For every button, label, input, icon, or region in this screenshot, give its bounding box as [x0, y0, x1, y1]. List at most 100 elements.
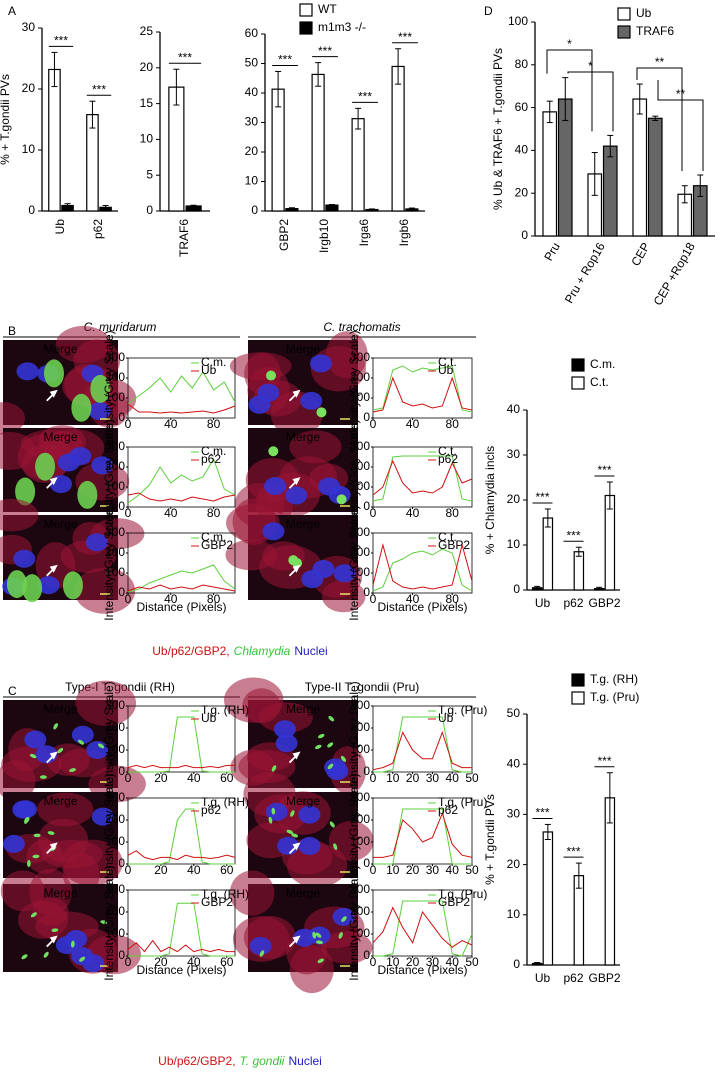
y-tick-label: 0 — [118, 948, 125, 962]
significance-bracket — [636, 67, 683, 172]
nucleus — [88, 402, 111, 421]
x-tick-label: 0 — [125, 955, 132, 969]
significance-bracket — [567, 71, 614, 132]
y-tick-label: 40 — [245, 85, 259, 99]
inclusion — [71, 393, 92, 422]
bar — [351, 118, 365, 212]
y-tick-label: 0 — [363, 764, 370, 778]
error-bar — [51, 51, 58, 88]
y-axis-label: % + T.gondii PVs — [0, 74, 12, 165]
profile-line — [127, 850, 236, 861]
caption-part: Ub/p62/GBP2, — [158, 1054, 235, 1068]
plot-frame — [127, 357, 236, 419]
x-tick-label: Pru — [541, 240, 562, 263]
plot-frame — [127, 705, 236, 773]
y-tick-label: 30 — [507, 447, 521, 461]
x-tick-label: 20 — [154, 771, 168, 785]
merge-label: Merge — [43, 794, 77, 808]
micrograph: Merge — [0, 680, 146, 803]
error-bar — [596, 586, 603, 591]
legend-label: T.g. (Pru) — [590, 690, 639, 704]
x-tick-label: 10 — [386, 955, 400, 969]
legend-label: T.g. (RH) — [590, 672, 638, 686]
y-tick-label: 10 — [140, 132, 154, 146]
y-tick-label: 200 — [350, 459, 370, 473]
arrow-head — [292, 751, 301, 760]
inclusion — [268, 446, 279, 457]
error-bar — [591, 152, 598, 196]
column-header: Type-II T. gondii (Pru) — [305, 680, 420, 694]
legend-label: C.m. — [201, 355, 226, 369]
y-axis-label: Intensity (Grey Scale) — [347, 681, 361, 796]
legend-swatch — [571, 691, 585, 705]
x-tick-label: 80 — [446, 506, 460, 520]
y-tick-label: 300 — [350, 790, 370, 804]
legend-swatch — [299, 21, 313, 35]
cell-stain — [328, 820, 374, 861]
inclusion — [90, 374, 111, 403]
nucleus — [35, 745, 58, 764]
merge-label: Merge — [43, 517, 77, 531]
legend-label: C.m. — [201, 530, 226, 544]
error-bar — [190, 204, 197, 208]
cell-stain — [75, 680, 137, 726]
micrograph: Merge — [225, 498, 366, 613]
parasite — [329, 821, 335, 828]
inclusion — [22, 574, 43, 603]
cell-stain — [289, 430, 342, 464]
y-tick-label: 0 — [118, 856, 125, 870]
y-tick-label: 20 — [507, 492, 521, 506]
x-tick-label: 30 — [426, 863, 440, 877]
y-tick-label: 0 — [363, 410, 370, 424]
plot-frame — [372, 797, 473, 865]
y-tick-label: 300 — [350, 882, 370, 896]
nucleus — [85, 533, 108, 552]
parasite — [47, 831, 55, 835]
legend-swatch — [571, 673, 585, 687]
profile-line — [373, 808, 472, 865]
y-tick-label: 40 — [507, 402, 521, 416]
arrow-head — [292, 477, 301, 486]
micrograph: Merge — [0, 425, 130, 512]
caption-part: T. gondii — [240, 1054, 285, 1068]
x-axis-label: Distance (Pixels) — [377, 600, 467, 614]
profile-line — [127, 403, 236, 414]
parasite — [69, 768, 76, 773]
x-tick-label: 40 — [446, 863, 460, 877]
parasite — [70, 940, 75, 948]
parasite — [57, 747, 64, 754]
significance-label: *** — [54, 34, 68, 48]
profile-line — [128, 716, 235, 773]
significance-bracket — [657, 80, 704, 172]
y-tick-label: 300 — [105, 439, 125, 453]
legend-label: C.t. — [438, 444, 457, 458]
x-tick-label: Irgb10 — [317, 219, 331, 253]
y-axis-label: Intensity (Grey Scale) — [102, 681, 116, 796]
inclusion — [266, 370, 277, 381]
significance-label: *** — [535, 806, 549, 820]
parasite — [338, 932, 343, 939]
y-axis-label: % Ub & TRAF6 + T.gondii PVs — [491, 48, 505, 210]
y-tick-label: 100 — [105, 390, 125, 404]
cell-stain — [41, 839, 103, 869]
nucleus — [249, 936, 272, 955]
x-tick-label: 20 — [154, 955, 168, 969]
profile-line — [372, 365, 473, 413]
profile-line — [372, 543, 473, 590]
y-tick-label: 100 — [105, 565, 125, 579]
y-tick-label: 20 — [140, 60, 154, 74]
error-bar — [275, 70, 282, 108]
nucleus — [300, 391, 323, 410]
plot-frame — [127, 797, 236, 865]
arrow-head — [292, 564, 301, 573]
profile-line — [373, 716, 472, 773]
bar — [311, 73, 325, 212]
x-tick-label: 10 — [386, 863, 400, 877]
x-tick-label: 40 — [406, 417, 420, 431]
nucleus — [262, 522, 285, 541]
error-bar — [173, 68, 180, 106]
error-bar — [89, 100, 96, 129]
nucleus — [309, 354, 332, 373]
y-tick-label: 200 — [350, 904, 370, 918]
x-tick-label: 40 — [406, 592, 420, 606]
